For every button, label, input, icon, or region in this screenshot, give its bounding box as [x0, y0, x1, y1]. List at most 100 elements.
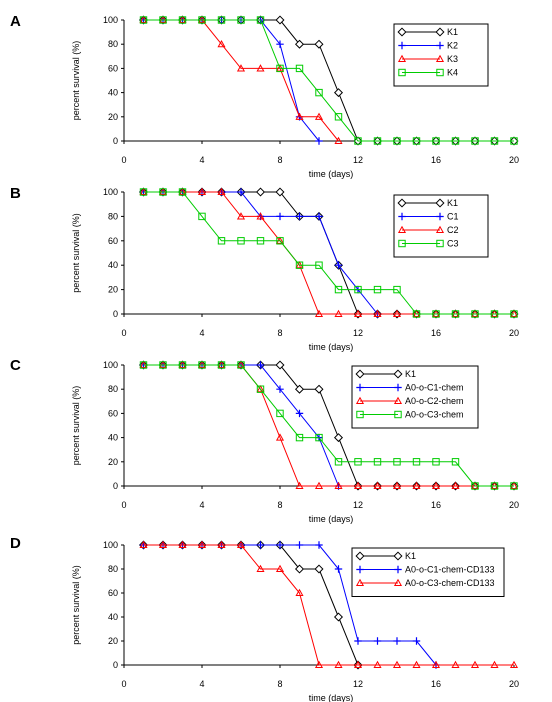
data-point	[159, 361, 167, 369]
data-point	[392, 481, 402, 490]
data-point	[412, 137, 421, 145]
legend-label: C2	[447, 225, 459, 235]
legend-label: C3	[447, 239, 459, 249]
x-tick-label: 4	[199, 679, 204, 689]
legend-label: A0-o-C3-chem	[405, 410, 464, 420]
data-point	[334, 565, 343, 573]
data-point	[178, 361, 187, 369]
data-point	[412, 310, 421, 318]
data-point	[139, 188, 148, 196]
data-point	[275, 187, 285, 197]
data-point	[276, 385, 284, 393]
data-point	[334, 660, 343, 669]
x-tick-label: 16	[431, 328, 441, 338]
y-tick-label: 20	[108, 112, 118, 122]
legend-box	[351, 365, 479, 429]
data-point	[276, 409, 284, 418]
series-line	[143, 364, 339, 487]
data-point	[295, 212, 304, 221]
data-point	[314, 112, 324, 120]
data-point	[373, 137, 382, 145]
data-point	[256, 541, 265, 549]
y-axis-label: percent survival (%)	[71, 386, 81, 466]
data-point	[295, 588, 304, 597]
data-point	[256, 564, 265, 573]
data-point	[159, 188, 167, 196]
x-axis-label: time (days)	[309, 169, 354, 179]
legend-label: K2	[447, 41, 458, 51]
data-point	[276, 64, 284, 73]
legend-marker	[398, 41, 406, 50]
panel-letter: D	[10, 535, 21, 552]
data-point	[314, 660, 324, 669]
y-tick-label: 20	[108, 636, 118, 646]
data-point	[217, 540, 226, 549]
x-tick-label: 20	[509, 328, 519, 338]
data-point	[432, 137, 440, 145]
data-point	[315, 212, 323, 221]
data-point	[393, 137, 401, 145]
data-point	[315, 261, 323, 269]
y-tick-label: 80	[108, 384, 118, 394]
data-point	[217, 361, 226, 369]
y-tick-label: 80	[108, 564, 118, 574]
data-point	[451, 458, 460, 466]
x-tick-label: 16	[431, 155, 441, 165]
legend-marker	[398, 239, 406, 248]
legend-label: A0-o-C2-chem	[405, 396, 464, 406]
y-tick-label: 60	[108, 236, 118, 246]
data-point	[294, 564, 305, 574]
data-point	[237, 188, 245, 196]
series-k4	[139, 16, 518, 145]
x-tick-label: 0	[121, 500, 126, 510]
data-point	[315, 433, 323, 442]
legend-marker	[397, 27, 407, 37]
legend-marker	[397, 54, 407, 63]
data-point	[471, 137, 479, 145]
data-point	[314, 481, 324, 490]
panel-d: D 0 20 40 60 80 100 0 4 8 12 16 20 time (days) percent…	[10, 535, 519, 702]
data-point	[314, 384, 324, 394]
x-tick-label: 4	[199, 155, 204, 165]
data-point	[275, 15, 285, 25]
data-point	[197, 187, 207, 196]
data-point	[373, 309, 382, 318]
panel-c: C 0 20 40 60 80 100 0 4 8 12 16 20 time (days) percent…	[10, 357, 519, 524]
y-axis-label: percent survival (%)	[71, 213, 81, 293]
legend-marker	[355, 578, 365, 587]
legend-marker	[394, 383, 402, 392]
data-point	[393, 285, 401, 294]
data-point	[354, 458, 362, 466]
legend-marker	[394, 565, 402, 574]
data-point	[412, 481, 421, 490]
data-point	[392, 309, 402, 318]
data-point	[393, 458, 401, 466]
x-axis-label: time (days)	[309, 342, 354, 352]
series-line	[143, 19, 320, 142]
series-k3	[139, 15, 343, 145]
series-line	[143, 544, 514, 666]
legend-marker	[356, 410, 364, 419]
series-c1	[139, 188, 382, 318]
data-point	[198, 361, 206, 369]
x-tick-label: 16	[431, 679, 441, 689]
data-point	[158, 540, 168, 549]
legend: K1 C1 C2 C3	[393, 194, 489, 258]
data-point	[451, 660, 460, 669]
data-point	[139, 540, 148, 549]
legend-marker	[355, 396, 365, 405]
x-tick-label: 0	[121, 155, 126, 165]
legend-label: K1	[405, 551, 416, 561]
y-tick-label: 0	[113, 309, 118, 319]
x-tick-label: 20	[509, 500, 519, 510]
data-point	[392, 660, 402, 669]
data-point	[295, 481, 304, 490]
x-tick-label: 8	[277, 679, 282, 689]
data-point	[412, 637, 421, 645]
data-point	[333, 88, 344, 98]
data-point	[334, 113, 343, 121]
y-tick-label: 0	[113, 136, 118, 146]
data-point	[315, 137, 323, 145]
legend-marker	[355, 551, 365, 561]
